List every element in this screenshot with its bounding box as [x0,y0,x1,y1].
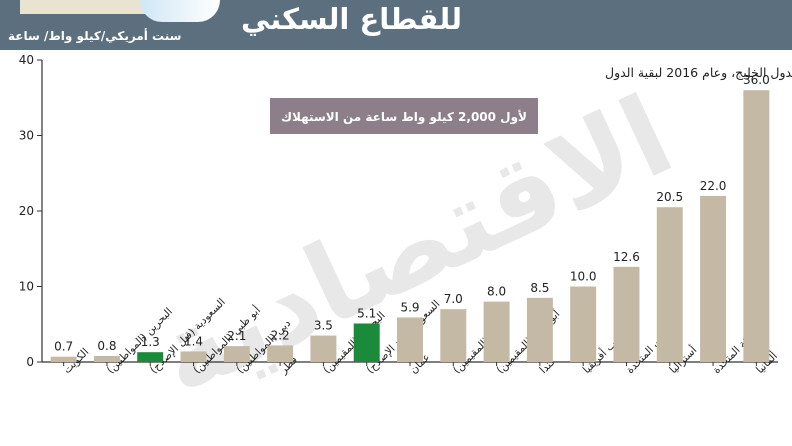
unit-label: سنت أمريكي/كيلو واط/ ساعة [8,29,182,43]
bar [180,351,207,362]
data-label: 1.3 [141,335,160,349]
bar [526,297,553,362]
bar [137,352,164,362]
data-label: 0.7 [54,340,73,354]
bar [483,301,510,362]
y-tick-label: 20 [19,204,34,218]
y-tick-label: 10 [19,280,34,294]
data-label: 3.5 [314,319,333,333]
bar [353,323,380,362]
y-tick-label: 0 [26,355,34,369]
bar [223,346,250,362]
header-decoration [20,0,160,14]
bar [743,90,770,362]
bar [93,355,120,362]
data-label: 1.4 [184,334,203,348]
header-banner: للقطاع السكني سنت أمريكي/كيلو واط/ ساعة [0,0,792,50]
bars: 0.7 0.8 1.3 1.4 2.1 2.2 3.5 5.1 5.9 7.0 8.0 8.5 10.0… [50,73,770,362]
bar [50,356,77,362]
data-label: 5.1 [357,306,376,320]
y-tick-label: 30 [19,129,34,143]
bar [613,266,640,362]
data-label: 2.1 [227,329,246,343]
page-title: للقطاع السكني [240,2,462,36]
data-label: 10.0 [570,270,597,284]
header-decoration-bulb [140,0,220,22]
data-label: 7.0 [444,292,463,306]
bar [440,309,467,362]
chart-subtitle: الأسعار للنصف الأول من عام 2017 لدول الخ… [605,65,792,81]
data-label: 22.0 [700,179,727,193]
data-label: 36.0 [743,73,770,87]
data-label: 0.8 [97,339,116,353]
bar [267,345,294,362]
y-tick-label: 40 [19,53,34,67]
bar [570,286,597,362]
data-label: 8.5 [530,281,549,295]
bar [310,335,337,362]
annotation-box [270,98,538,134]
bar-chart: الاقتصادية 010203040الكويتالبحرين (الموا… [19,53,792,420]
data-label: 5.9 [400,300,419,314]
data-label: 8.0 [487,285,506,299]
data-label: 12.6 [613,250,640,264]
bar [700,195,727,362]
data-label: 20.5 [656,190,683,204]
annotation-text: لأول 2,000 كيلو واط ساعة من الاستهلاك [281,109,527,125]
bar [656,207,683,362]
data-label: 2.2 [271,328,290,342]
bar [397,317,423,362]
